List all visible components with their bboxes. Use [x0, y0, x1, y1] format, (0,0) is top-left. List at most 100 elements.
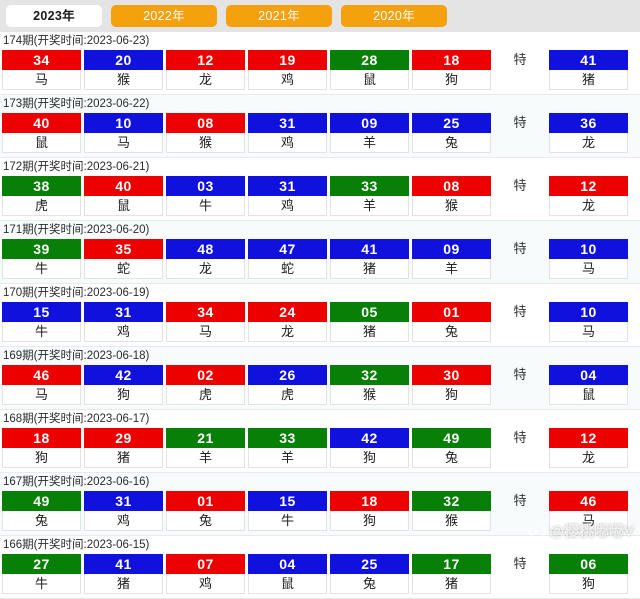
- ball-cell: 35 蛇: [84, 239, 163, 279]
- ball-cell: 42 狗: [84, 365, 163, 405]
- ball-cell: 34 马: [2, 50, 81, 90]
- ball-zodiac: 鼠: [2, 133, 81, 153]
- ball-row: 49 兔 31 鸡 01 兔 15 牛 18 狗 32 猴特 46 马: [0, 491, 640, 535]
- ball-cell: 40 鼠: [84, 176, 163, 216]
- ball-number: 15: [2, 302, 81, 322]
- special-ball-zodiac: 龙: [549, 196, 628, 216]
- ball-number: 40: [2, 113, 81, 133]
- ball-number: 41: [84, 554, 163, 574]
- ball-zodiac: 猪: [84, 574, 163, 594]
- special-separator-label: 特: [513, 115, 527, 130]
- special-ball-zodiac: 马: [549, 259, 628, 279]
- draw-row: 169期(开奖时间:2023-06-18) 46 马 42 狗 02 虎 26 虎 32 猴 30 狗特…: [0, 347, 640, 410]
- ball-zodiac: 羊: [330, 133, 409, 153]
- ball-number: 02: [166, 365, 245, 385]
- special-ball-zodiac: 鼠: [549, 385, 628, 405]
- year-tab-2020[interactable]: 2020年: [341, 5, 447, 27]
- ball-zodiac: 猪: [330, 322, 409, 342]
- year-tab-2021[interactable]: 2021年: [226, 5, 332, 27]
- ball-cell: 08 猴: [412, 176, 491, 216]
- special-separator-label: 特: [513, 52, 527, 67]
- ball-cell: 40 鼠: [2, 113, 81, 153]
- special-separator-label: 特: [513, 556, 527, 571]
- year-tab-2023[interactable]: 2023年: [6, 5, 102, 27]
- ball-number: 26: [248, 365, 327, 385]
- ball-number: 32: [330, 365, 409, 385]
- ball-cell: 18 狗: [412, 50, 491, 90]
- ball-number: 33: [248, 428, 327, 448]
- ball-cell: 25 兔: [330, 554, 409, 594]
- ball-zodiac: 鼠: [330, 70, 409, 90]
- ball-number: 38: [2, 176, 81, 196]
- ball-number: 33: [330, 176, 409, 196]
- ball-cell: 05 猪: [330, 302, 409, 342]
- special-ball-zodiac: 马: [549, 322, 628, 342]
- special-ball-number: 12: [549, 176, 628, 196]
- ball-zodiac: 兔: [330, 574, 409, 594]
- ball-zodiac: 虎: [166, 385, 245, 405]
- special-ball-zodiac: 马: [549, 511, 628, 531]
- ball-number: 49: [412, 428, 491, 448]
- ball-cell: 33 羊: [330, 176, 409, 216]
- ball-zodiac: 龙: [166, 70, 245, 90]
- ball-cell: 15 牛: [2, 302, 81, 342]
- ball-zodiac: 虎: [2, 196, 81, 216]
- special-separator-label: 特: [513, 178, 527, 193]
- ball-cell: 38 虎: [2, 176, 81, 216]
- ball-cell: 25 兔: [412, 113, 491, 153]
- ball-zodiac: 兔: [2, 511, 81, 531]
- lottery-draw-list: 174期(开奖时间:2023-06-23) 34 马 20 猴 12 龙 19 鸡 28 鼠 18 狗特…: [0, 32, 640, 599]
- ball-number: 25: [412, 113, 491, 133]
- period-header: 170期(开奖时间:2023-06-19): [3, 287, 150, 299]
- period-header: 166期(开奖时间:2023-06-15): [3, 539, 150, 551]
- ball-row: 15 牛 31 鸡 34 马 24 龙 05 猪 01 兔特 10 马: [0, 302, 640, 346]
- ball-cell: 04 鼠: [248, 554, 327, 594]
- ball-number: 27: [2, 554, 81, 574]
- special-ball-number: 04: [549, 365, 628, 385]
- ball-cell: 49 兔: [2, 491, 81, 531]
- special-ball-number: 12: [549, 428, 628, 448]
- ball-cell: 24 龙: [248, 302, 327, 342]
- ball-number: 18: [2, 428, 81, 448]
- ball-cell: 15 牛: [248, 491, 327, 531]
- ball-cell: 30 狗: [412, 365, 491, 405]
- special-ball-cell: 12 龙: [549, 428, 628, 468]
- ball-cell: 12 龙: [166, 50, 245, 90]
- ball-zodiac: 马: [2, 385, 81, 405]
- year-tab-2022[interactable]: 2022年: [111, 5, 217, 27]
- ball-number: 31: [248, 113, 327, 133]
- draw-row: 166期(开奖时间:2023-06-15) 27 牛 41 猪 07 鸡 04 鼠 25 兔 17 猪特…: [0, 536, 640, 599]
- ball-zodiac: 狗: [84, 385, 163, 405]
- ball-cell: 01 兔: [166, 491, 245, 531]
- ball-cell: 18 狗: [330, 491, 409, 531]
- special-ball-cell: 10 马: [549, 239, 628, 279]
- ball-number: 49: [2, 491, 81, 511]
- ball-zodiac: 羊: [166, 448, 245, 468]
- ball-cell: 48 龙: [166, 239, 245, 279]
- ball-number: 10: [84, 113, 163, 133]
- ball-cell: 21 羊: [166, 428, 245, 468]
- special-ball-number: 36: [549, 113, 628, 133]
- ball-row: 18 狗 29 猪 21 羊 33 羊 42 狗 49 兔特 12 龙: [0, 428, 640, 472]
- ball-number: 04: [248, 554, 327, 574]
- ball-zodiac: 狗: [412, 385, 491, 405]
- special-ball-zodiac: 狗: [549, 574, 628, 594]
- period-header: 167期(开奖时间:2023-06-16): [3, 476, 150, 488]
- ball-zodiac: 龙: [166, 259, 245, 279]
- special-ball-number: 46: [549, 491, 628, 511]
- special-ball-number: 06: [549, 554, 628, 574]
- ball-zodiac: 猴: [412, 196, 491, 216]
- ball-zodiac: 牛: [2, 322, 81, 342]
- draw-row: 174期(开奖时间:2023-06-23) 34 马 20 猴 12 龙 19 鸡 28 鼠 18 狗 特…: [0, 32, 640, 95]
- draw-row: 170期(开奖时间:2023-06-19) 15 牛 31 鸡 34 马 24 龙 05 猪 01 兔特…: [0, 284, 640, 347]
- ball-zodiac: 鸡: [166, 574, 245, 594]
- ball-zodiac: 狗: [330, 448, 409, 468]
- ball-zodiac: 龙: [248, 322, 327, 342]
- special-ball-cell: 10 马: [549, 302, 628, 342]
- ball-cell: 17 猪: [412, 554, 491, 594]
- ball-number: 24: [248, 302, 327, 322]
- ball-number: 31: [248, 176, 327, 196]
- ball-cell: 47 蛇: [248, 239, 327, 279]
- ball-cell: 27 牛: [2, 554, 81, 594]
- special-ball-cell: 46 马: [549, 491, 628, 531]
